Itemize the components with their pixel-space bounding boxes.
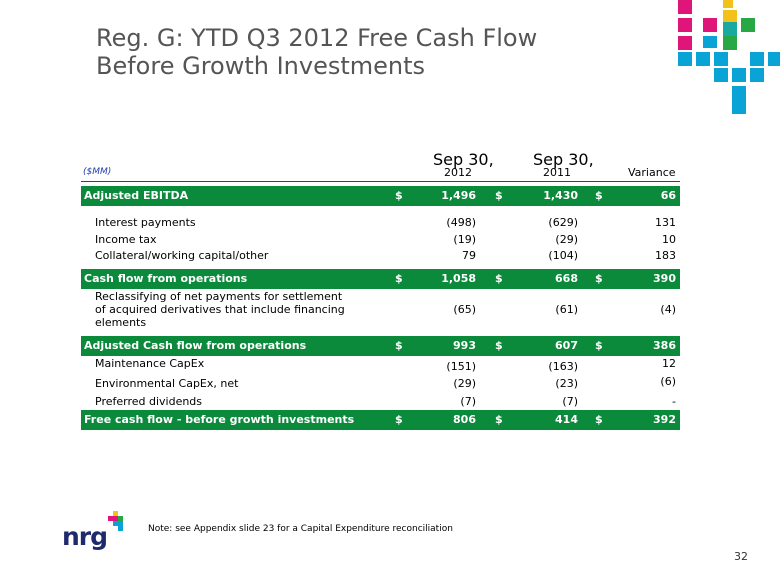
table-header-top: Sep 30, Sep 30, [81, 150, 680, 169]
value-variance: - [672, 395, 676, 408]
value-2012: (151) [446, 360, 476, 373]
currency-sign: $ [595, 272, 603, 285]
table-row-cash-flow-ops: Cash flow from operations $ 1,058 $ 668 … [81, 269, 680, 289]
page-number: 32 [734, 550, 748, 563]
slide-title-line2: Before Growth Investments [96, 52, 426, 80]
currency-sign: $ [395, 189, 403, 202]
col2-header-top: Sep 30, [533, 150, 594, 169]
col1-header-top: Sep 30, [433, 150, 494, 169]
value-2011: (29) [555, 233, 578, 246]
row-label: Reclassifying of net payments for settle… [95, 290, 345, 329]
slide-title-line1: Reg. G: YTD Q3 2012 Free Cash Flow [96, 24, 538, 52]
row-label: Adjusted EBITDA [84, 189, 189, 202]
currency-sign: $ [495, 272, 503, 285]
value-2011: 1,430 [543, 189, 578, 202]
value-2011: (23) [555, 377, 578, 390]
value-2012: (29) [453, 377, 476, 390]
slide-title: Reg. G: YTD Q3 2012 Free Cash Flow Befor… [96, 24, 537, 80]
header-rule [81, 181, 680, 182]
col2-header-year: 2011 [543, 166, 571, 179]
value-variance: 66 [660, 189, 676, 202]
value-2011: 668 [555, 272, 578, 285]
value-variance: 183 [655, 249, 676, 262]
row-label: Interest payments [95, 216, 196, 229]
currency-sign: $ [595, 189, 603, 202]
table-header-bottom: ($MM) 2012 2011 Variance [81, 166, 680, 182]
row-label: Adjusted Cash flow from operations [84, 339, 307, 352]
value-2011: (629) [548, 216, 578, 229]
table-row-adjusted-cash-flow-ops: Adjusted Cash flow from operations $ 993… [81, 336, 680, 356]
value-2012: (7) [460, 395, 476, 408]
value-2012: (19) [453, 233, 476, 246]
units-label: ($MM) [83, 167, 112, 177]
value-2011: (163) [548, 360, 578, 373]
currency-sign: $ [395, 272, 403, 285]
value-variance: 131 [655, 216, 676, 229]
table-row-reclassifying: Reclassifying of net payments for settle… [81, 290, 680, 332]
value-variance: 386 [653, 339, 676, 352]
value-2012: 993 [453, 339, 476, 352]
value-2011: (7) [562, 395, 578, 408]
nrg-logo-text: nrg [62, 522, 108, 551]
value-2011: (104) [548, 249, 578, 262]
value-2012: (498) [446, 216, 476, 229]
row-label: Free cash flow - before growth investmen… [84, 413, 355, 426]
row-label: Maintenance CapEx [95, 357, 205, 370]
row-label: Collateral/working capital/other [95, 249, 269, 262]
currency-sign: $ [395, 413, 403, 426]
row-label: Preferred dividends [95, 395, 203, 408]
value-variance: 12 [662, 357, 676, 370]
value-2012: 1,496 [441, 189, 476, 202]
currency-sign: $ [595, 413, 603, 426]
table-row-adjusted-ebitda: Adjusted EBITDA $ 1,496 $ 1,430 $ 66 [81, 186, 680, 206]
value-2011: 607 [555, 339, 578, 352]
value-2011: 414 [555, 413, 578, 426]
currency-sign: $ [495, 189, 503, 202]
brand-plus-logo-icon [655, 0, 780, 120]
value-2012: (65) [453, 303, 476, 316]
value-2012: 806 [453, 413, 476, 426]
nrg-logo: nrg [62, 510, 142, 554]
currency-sign: $ [595, 339, 603, 352]
row-label: Environmental CapEx, net [95, 377, 239, 390]
col1-header-year: 2012 [444, 166, 472, 179]
currency-sign: $ [395, 339, 403, 352]
value-2012: 79 [462, 249, 476, 262]
variance-header: Variance [628, 166, 676, 179]
currency-sign: $ [495, 339, 503, 352]
value-variance: (4) [660, 303, 676, 316]
row-label: Cash flow from operations [84, 272, 248, 285]
row-label: Income tax [95, 233, 157, 246]
footnote: Note: see Appendix slide 23 for a Capita… [148, 524, 453, 534]
value-variance: 392 [653, 413, 676, 426]
currency-sign: $ [495, 413, 503, 426]
value-variance: (6) [660, 375, 676, 388]
value-variance: 390 [653, 272, 676, 285]
value-2012: 1,058 [441, 272, 476, 285]
value-variance: 10 [662, 233, 676, 246]
value-2011: (61) [555, 303, 578, 316]
table-row-free-cash-flow: Free cash flow - before growth investmen… [81, 410, 680, 430]
